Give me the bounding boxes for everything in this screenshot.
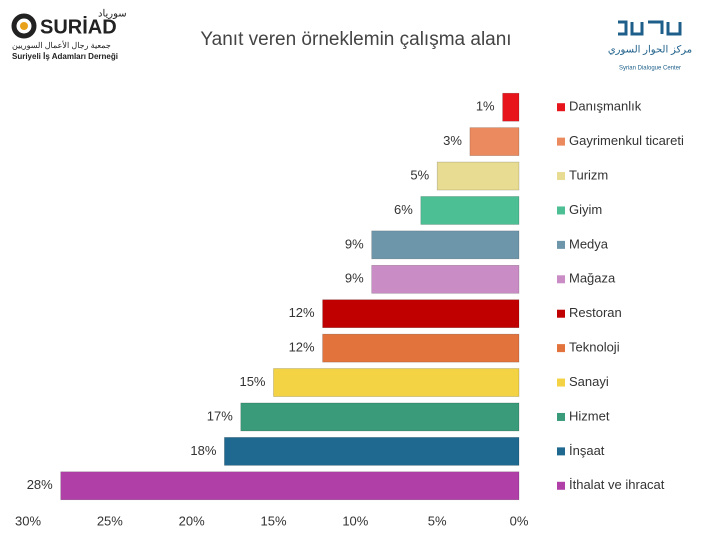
legend-label: Hizmet bbox=[569, 408, 610, 423]
bar bbox=[224, 437, 520, 466]
legend-swatch bbox=[557, 137, 565, 146]
legend-label: Gayrimenkul ticareti bbox=[569, 133, 684, 148]
legend-swatch bbox=[557, 103, 565, 112]
logo-arabic: سورياد bbox=[98, 9, 127, 20]
bar bbox=[371, 264, 520, 294]
legend-swatch bbox=[557, 240, 565, 249]
legend-label: Mağaza bbox=[569, 271, 616, 286]
legend-label: Restoran bbox=[569, 305, 622, 320]
value-label: 5% bbox=[410, 167, 429, 182]
value-label: 6% bbox=[394, 202, 413, 217]
x-tick-label: 20% bbox=[179, 513, 205, 528]
legend-label: Medya bbox=[569, 236, 609, 251]
value-label: 15% bbox=[239, 374, 265, 389]
legend-swatch bbox=[557, 206, 565, 215]
legend-label: Turizm bbox=[569, 167, 608, 182]
logo-mark bbox=[20, 22, 28, 30]
logo-name: Syrian Dialogue Center bbox=[619, 66, 681, 72]
legend-swatch bbox=[557, 172, 565, 181]
legend-label: Sanayi bbox=[569, 374, 609, 389]
bar bbox=[60, 471, 520, 501]
logo-name: Suriyeli İş Adamları Derneği bbox=[12, 52, 118, 61]
bar bbox=[420, 196, 520, 225]
value-label: 9% bbox=[345, 271, 364, 286]
legend-label: Danışmanlık bbox=[569, 99, 642, 114]
value-label: 28% bbox=[27, 477, 53, 492]
bar bbox=[322, 333, 520, 363]
bar bbox=[322, 299, 520, 329]
legend-label: Giyim bbox=[569, 202, 602, 217]
bar bbox=[436, 161, 520, 191]
value-label: 1% bbox=[476, 99, 495, 114]
value-label: 18% bbox=[190, 443, 216, 458]
bar bbox=[273, 368, 520, 397]
bar bbox=[469, 127, 520, 156]
logo-arabic-name: جمعية رجال الأعمال السوريين bbox=[12, 40, 111, 50]
legend-label: İnşaat bbox=[569, 443, 605, 458]
legend-swatch bbox=[557, 309, 565, 318]
x-tick-label: 25% bbox=[97, 513, 123, 528]
value-label: 17% bbox=[207, 408, 233, 423]
legend-swatch bbox=[557, 275, 565, 284]
legend-swatch bbox=[557, 481, 565, 490]
chart-title: Yanıt veren örneklemin çalışma alanı bbox=[200, 29, 511, 50]
legend-swatch bbox=[557, 412, 565, 421]
bar bbox=[371, 230, 520, 260]
logo-brand: SURİAD bbox=[40, 15, 117, 38]
x-tick-label: 15% bbox=[260, 513, 286, 528]
bar bbox=[502, 92, 520, 122]
x-tick-label: 0% bbox=[510, 513, 529, 528]
legend-label: İthalat ve ihracat bbox=[569, 477, 665, 492]
value-label: 12% bbox=[289, 340, 315, 355]
value-label: 9% bbox=[345, 236, 364, 251]
legend-swatch bbox=[557, 447, 565, 456]
x-tick-label: 30% bbox=[15, 513, 41, 528]
value-label: 12% bbox=[289, 305, 315, 320]
value-label: 3% bbox=[443, 133, 462, 148]
x-tick-label: 10% bbox=[342, 513, 368, 528]
logo-mark bbox=[11, 13, 37, 39]
bar bbox=[240, 402, 520, 432]
legend-swatch bbox=[557, 378, 565, 387]
logo-arabic: مركز الحوار السوري bbox=[608, 45, 692, 56]
legend-swatch bbox=[557, 344, 565, 353]
legend-label: Teknoloji bbox=[569, 340, 620, 355]
logo-mark bbox=[618, 20, 682, 36]
x-tick-label: 5% bbox=[428, 513, 447, 528]
